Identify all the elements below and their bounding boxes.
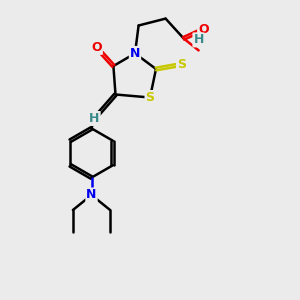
Text: S: S bbox=[146, 91, 154, 104]
Text: H: H bbox=[89, 112, 100, 125]
Text: O: O bbox=[198, 23, 209, 36]
Text: S: S bbox=[177, 58, 186, 71]
Text: O: O bbox=[91, 41, 102, 54]
Text: H: H bbox=[194, 33, 204, 46]
Text: N: N bbox=[86, 188, 97, 202]
Text: N: N bbox=[130, 47, 140, 60]
